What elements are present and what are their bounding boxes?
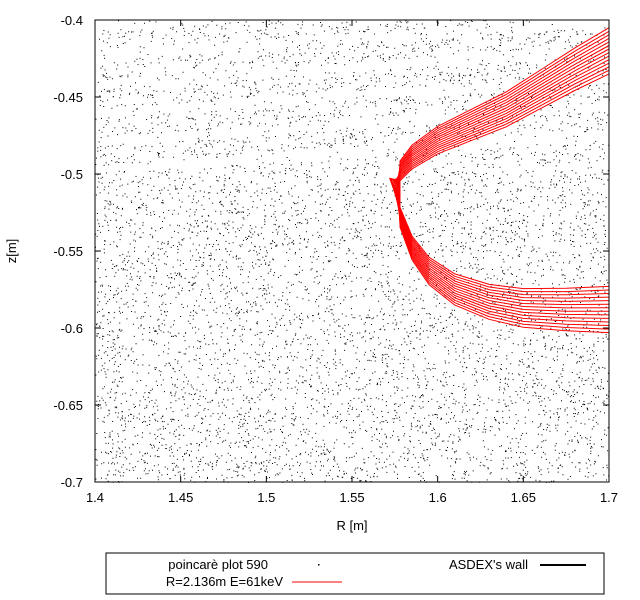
orbit-line: [391, 62, 610, 299]
legend-label-orbit: R=2.136m E=61keV: [166, 574, 283, 589]
y-tick-label: -0.45: [53, 90, 83, 105]
legend-label-poincare: poincarè plot 590: [168, 557, 268, 572]
orbit-line: [390, 66, 610, 296]
x-tick-label: 1.6: [429, 490, 447, 505]
y-tick-label: -0.65: [53, 398, 83, 413]
x-tick-label: 1.7: [600, 490, 618, 505]
orbit-line: [389, 73, 610, 290]
legend: poincarè plot 590 ASDEX's wall R=2.136m …: [105, 552, 605, 595]
orbit-band: [389, 27, 610, 334]
y-tick-label: -0.7: [61, 475, 83, 490]
orbit-line: [393, 52, 610, 309]
orbit-line: [396, 41, 610, 319]
orbit-line: [397, 34, 610, 326]
legend-marker-poincare: [318, 564, 320, 566]
x-tick-label: 1.5: [257, 490, 275, 505]
x-tick-label: 1.65: [511, 490, 536, 505]
orbit-line: [390, 69, 610, 293]
legend-label-wall: ASDEX's wall: [449, 557, 528, 572]
orbit-line: [399, 27, 610, 334]
orbit-line: [392, 59, 610, 302]
orbit-line: [398, 30, 610, 330]
orbit-line: [397, 37, 610, 323]
legend-dot: [318, 564, 320, 566]
x-tick-label: 1.55: [339, 490, 364, 505]
y-tick-label: -0.55: [53, 244, 83, 259]
y-tick-label: -0.5: [61, 167, 83, 182]
y-axis-label: z[m]: [4, 239, 19, 264]
x-tick-label: 1.45: [168, 490, 193, 505]
axis-ticks: 1.4 1.45 1.5 1.55 1.6 1.65 1.7 -0.4 -0.45 -0.5 -0.…: [53, 13, 618, 505]
y-tick-label: -0.6: [61, 321, 83, 336]
y-tick-label: -0.4: [61, 13, 83, 28]
legend-box: [105, 552, 605, 595]
x-axis-label: R [m]: [336, 518, 367, 533]
orbit-line: [395, 45, 610, 316]
orbit-line: [394, 48, 610, 312]
orbit-line: [393, 55, 610, 306]
x-tick-label: 1.4: [86, 490, 104, 505]
